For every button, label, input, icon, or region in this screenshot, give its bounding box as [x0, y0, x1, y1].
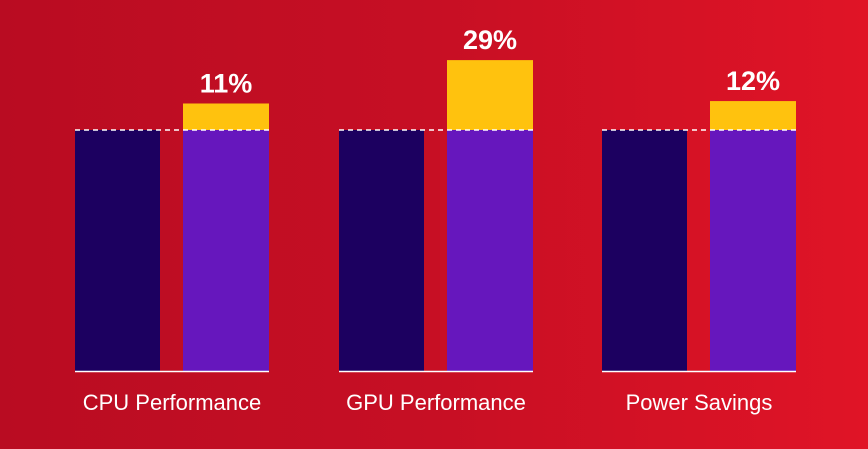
improvement-bar	[710, 101, 796, 130]
improvement-label: 11%	[200, 68, 253, 98]
baseline-bar	[339, 130, 424, 371]
baseline-bar	[602, 130, 687, 371]
category-label: GPU Performance	[346, 390, 526, 415]
category-label: CPU Performance	[83, 390, 262, 415]
new-bar	[183, 130, 269, 371]
category-label: Power Savings	[626, 390, 773, 415]
baseline-bar	[75, 130, 160, 371]
improvement-bar	[183, 103, 269, 130]
improvement-bar	[447, 60, 533, 130]
new-bar	[710, 130, 796, 371]
improvement-label: 29%	[463, 25, 517, 55]
new-bar	[447, 130, 533, 371]
improvement-label: 12%	[726, 66, 780, 96]
